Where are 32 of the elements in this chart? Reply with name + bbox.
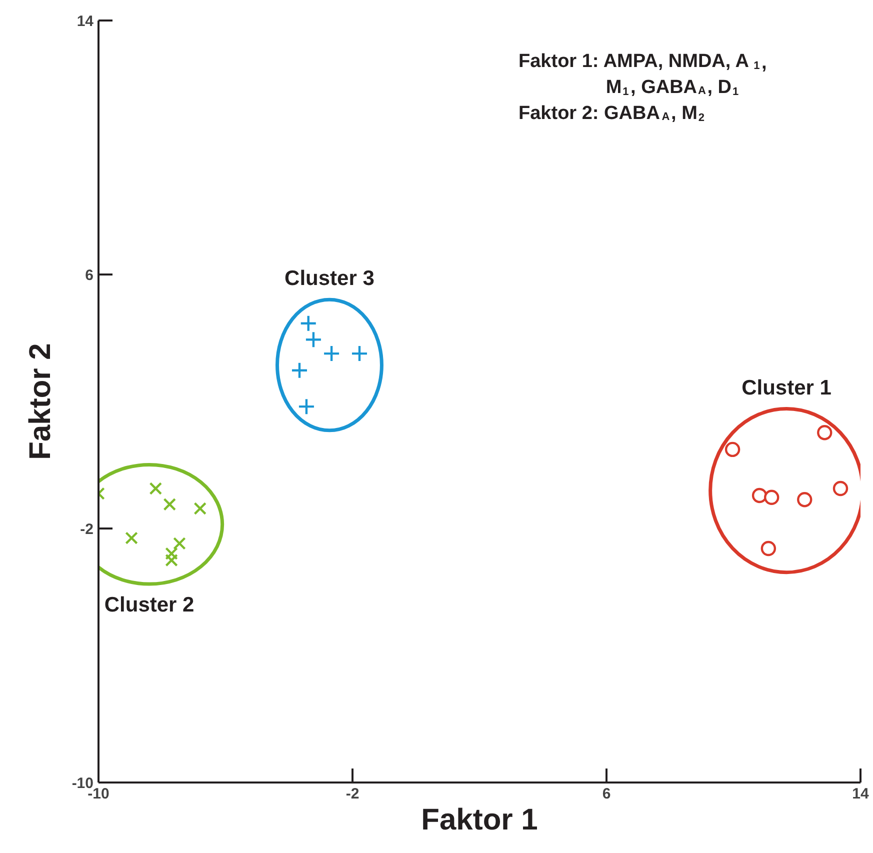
point (165, 547, 178, 560)
series-label: Cluster 1 (742, 376, 832, 400)
point (125, 532, 138, 544)
point (724, 442, 740, 458)
point (194, 502, 207, 515)
y-tick-label: 14 (76, 13, 94, 30)
x-tick-label: -2 (346, 786, 360, 802)
y-tick-label: 6 (85, 267, 94, 284)
point (322, 344, 340, 362)
y-tick-label: -10 (72, 775, 94, 792)
point (298, 398, 316, 416)
point (817, 425, 832, 440)
point (165, 554, 178, 567)
point (163, 498, 176, 511)
point (764, 490, 780, 505)
point (350, 344, 368, 362)
x-tick-label: 14 (852, 786, 870, 802)
y-axis-title: Faktor 2 (24, 343, 57, 460)
point (300, 314, 317, 332)
point (832, 480, 848, 496)
series-label: Cluster 2 (104, 594, 194, 617)
point (149, 482, 162, 495)
point (752, 488, 768, 504)
point (797, 492, 812, 508)
y-tick-label: -2 (80, 521, 94, 538)
point (173, 537, 186, 550)
series-label: Cluster 3 (284, 267, 374, 290)
x-axis-title: Faktor 1 (421, 804, 538, 836)
x-tick-label: 6 (602, 786, 611, 802)
point (304, 330, 322, 348)
point (760, 540, 776, 556)
point (290, 362, 308, 379)
